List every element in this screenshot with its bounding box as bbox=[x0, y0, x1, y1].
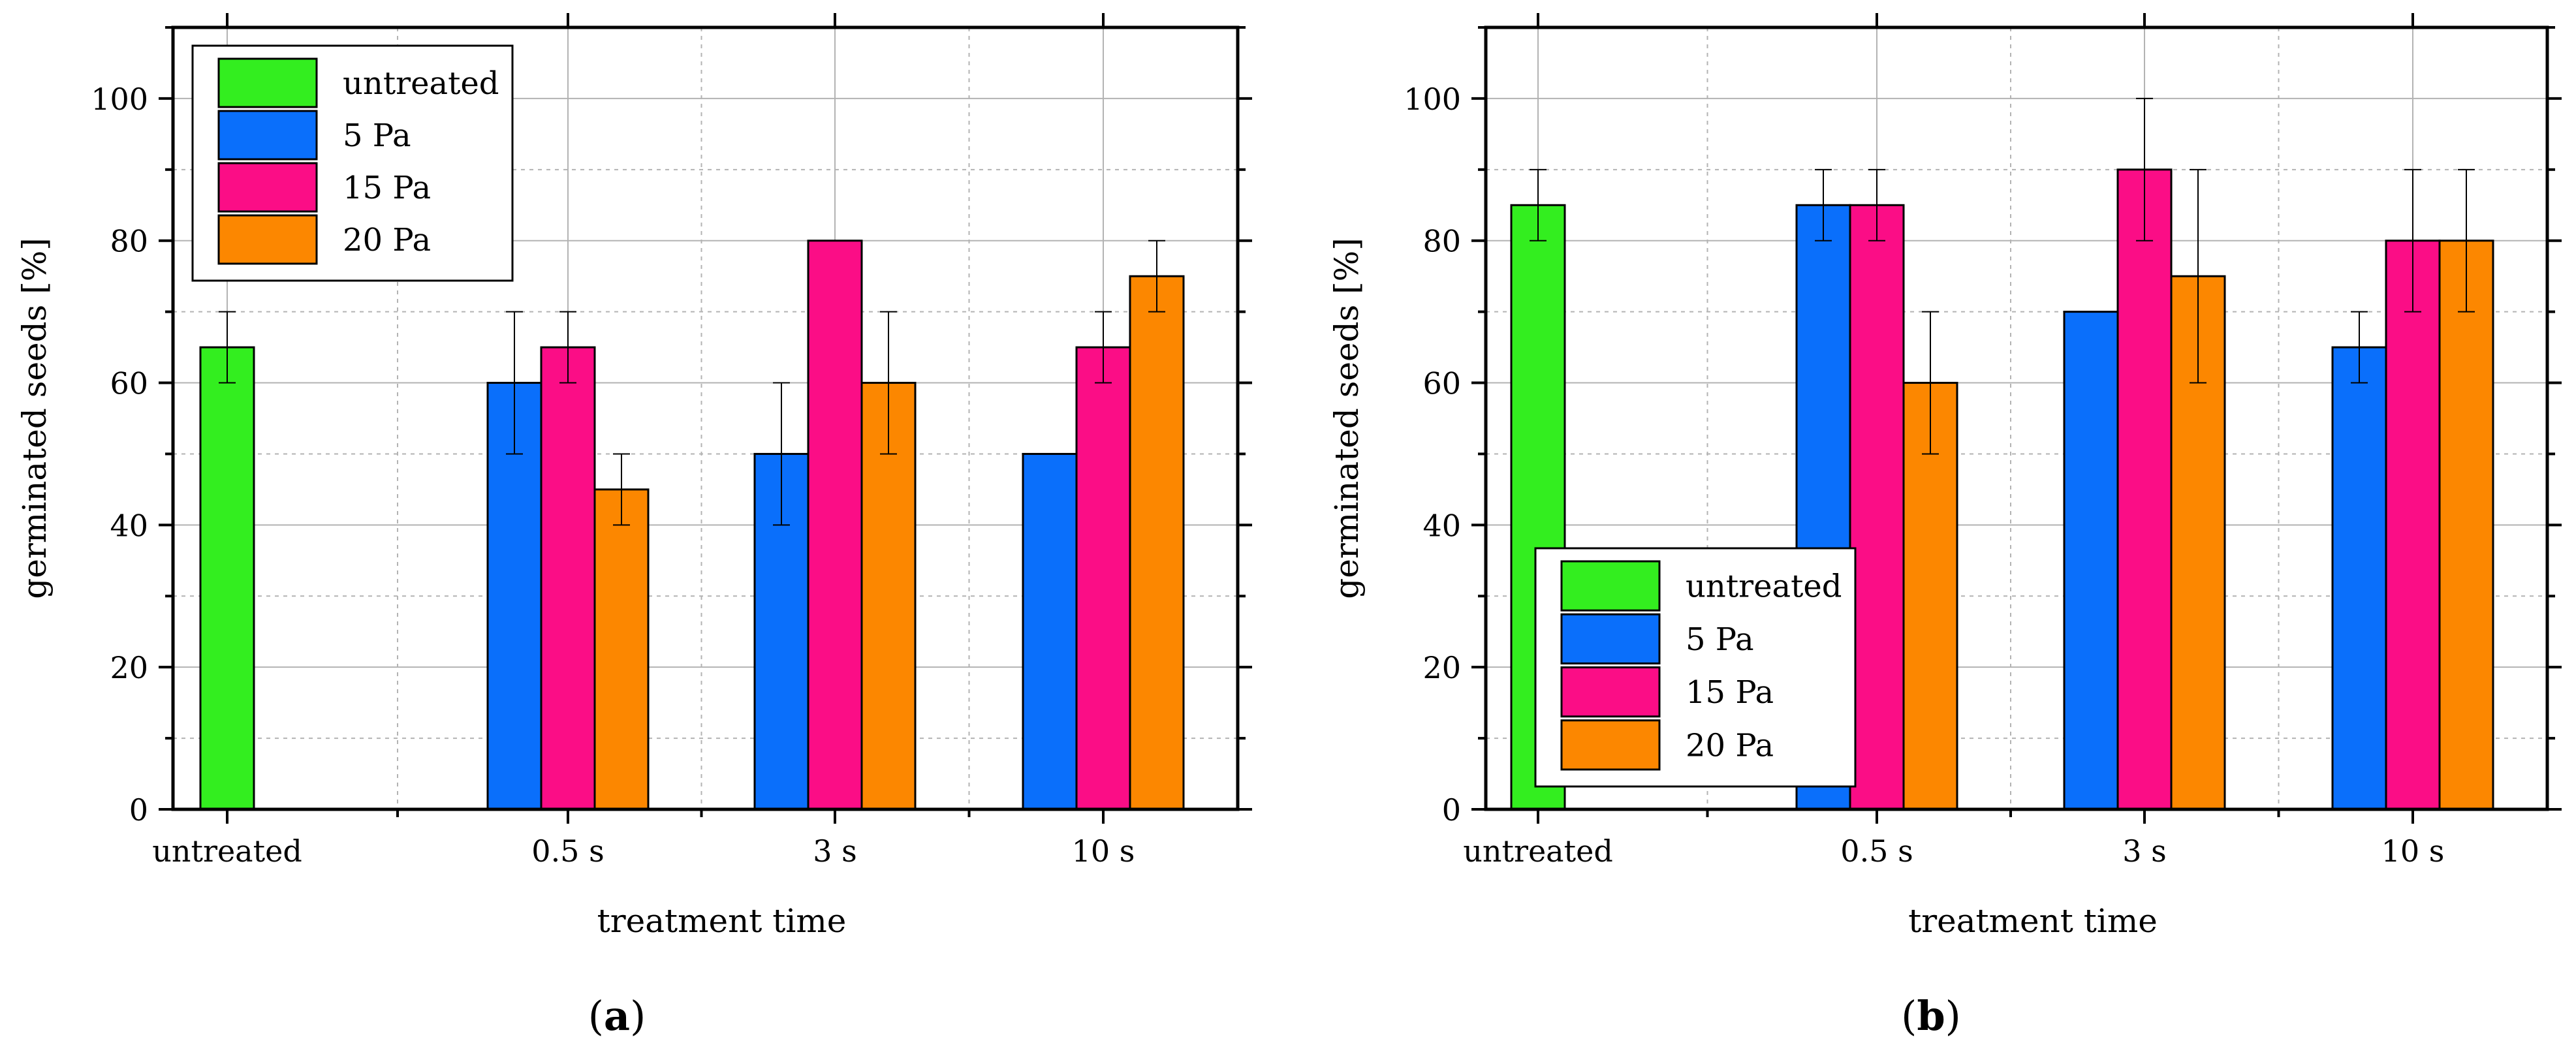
bar-10-s-15-Pa bbox=[1075, 346, 1131, 811]
x-tick-label: untreated bbox=[152, 833, 302, 869]
error-bar bbox=[1815, 168, 1832, 241]
legend-label-untreated: untreated bbox=[343, 65, 499, 102]
bar-3-s-15-Pa bbox=[2116, 168, 2173, 811]
plot-frame bbox=[171, 25, 1240, 811]
y-tick-label: 40 bbox=[1422, 508, 1461, 543]
legend-swatch-15-Pa bbox=[1560, 666, 1661, 718]
legend-swatch-5-Pa bbox=[217, 110, 318, 161]
legend-swatch-untreated bbox=[1560, 560, 1661, 612]
x-tick-label: 10 s bbox=[1072, 833, 1135, 869]
x-tick-label: 3 s bbox=[2122, 833, 2167, 869]
y-tick-label: 0 bbox=[1442, 792, 1461, 828]
bar-untreated-untreated bbox=[199, 346, 255, 811]
y-tick-label: 20 bbox=[1422, 650, 1461, 685]
bar-0-5-s-20-Pa bbox=[593, 488, 650, 811]
y-tick-label: 80 bbox=[110, 224, 148, 259]
legend: untreated 5 Pa 15 Pa 20 Pa bbox=[191, 44, 514, 282]
x-tick-label: 3 s bbox=[813, 833, 857, 869]
panel-label-letter: a bbox=[604, 992, 630, 1040]
y-tick-label: 80 bbox=[1422, 224, 1461, 259]
x-axis: untreated 0.5 s 3 s 10 s bbox=[1463, 13, 2444, 869]
y-axis-label: germinated seeds [%] bbox=[1328, 238, 1366, 599]
chart-panel-a: 0 20 40 60 80 100 untreated 0.5 s 3 s 10 s treatme… bbox=[16, 13, 1252, 1040]
legend: untreated 5 Pa 15 Pa 20 Pa bbox=[1534, 547, 1857, 788]
error-bar bbox=[2458, 168, 2475, 313]
bar-10-s-5-Pa bbox=[1022, 452, 1078, 811]
bar-0-5-s-15-Pa bbox=[1849, 204, 1905, 811]
error-bar bbox=[613, 453, 630, 526]
legend-label-20-Pa: 20 Pa bbox=[1686, 727, 1774, 764]
error-bar bbox=[1095, 311, 1112, 384]
x-tick-label: 0.5 s bbox=[1840, 833, 1913, 869]
x-tick-label: untreated bbox=[1463, 833, 1613, 869]
legend-swatch-20-Pa bbox=[217, 214, 318, 265]
panel-label: (a) bbox=[588, 992, 646, 1040]
legend-label-untreated: untreated bbox=[1686, 568, 1842, 605]
error-bar bbox=[2190, 168, 2207, 384]
y-tick-label: 100 bbox=[1404, 82, 1461, 117]
bar-10-s-20-Pa bbox=[2438, 240, 2494, 811]
legend-swatch-15-Pa bbox=[217, 162, 318, 213]
bar-10-s-15-Pa bbox=[2385, 240, 2441, 811]
panel-label-letter: b bbox=[1917, 992, 1945, 1040]
x-axis: untreated 0.5 s 3 s 10 s bbox=[152, 13, 1135, 869]
error-bar bbox=[2136, 97, 2153, 241]
y-tick-label: 60 bbox=[1422, 366, 1461, 401]
error-bar bbox=[1530, 168, 1547, 241]
error-bar bbox=[559, 311, 576, 384]
y-tick-label: 20 bbox=[110, 650, 148, 685]
panel-label-open-paren: ( bbox=[1901, 992, 1917, 1040]
bar-10-s-20-Pa bbox=[1129, 275, 1185, 811]
error-bar bbox=[2404, 168, 2421, 313]
panel-label-close-paren: ) bbox=[630, 992, 646, 1040]
error-bar bbox=[880, 311, 897, 455]
y-tick-label: 0 bbox=[129, 792, 148, 828]
bar-10-s-5-Pa bbox=[2331, 346, 2387, 811]
error-bar bbox=[773, 382, 790, 526]
legend-label-20-Pa: 20 Pa bbox=[343, 222, 431, 258]
legend-swatch-20-Pa bbox=[1560, 719, 1661, 771]
error-bar bbox=[506, 311, 523, 455]
legend-label-5-Pa: 5 Pa bbox=[1686, 621, 1754, 658]
panel-label: (b) bbox=[1901, 992, 1961, 1040]
x-axis-label: treatment time bbox=[1908, 902, 2158, 940]
legend-label-15-Pa: 15 Pa bbox=[343, 170, 431, 206]
chart-panel-b: 0 20 40 60 80 100 untreated 0.5 s 3 s 10 s treatme… bbox=[1328, 13, 2562, 1040]
y-tick-label: 60 bbox=[110, 366, 148, 401]
panel-label-open-paren: ( bbox=[588, 992, 604, 1040]
y-axis-label: germinated seeds [%] bbox=[16, 238, 54, 599]
legend-label-5-Pa: 5 Pa bbox=[343, 117, 411, 154]
error-bar bbox=[1148, 240, 1165, 313]
legend-swatch-5-Pa bbox=[1560, 613, 1661, 664]
error-bar bbox=[1868, 168, 1885, 241]
bar-3-s-15-Pa bbox=[807, 240, 863, 811]
y-axis: 0 20 40 60 80 100 bbox=[91, 26, 1252, 828]
legend-label-15-Pa: 15 Pa bbox=[1686, 674, 1774, 711]
y-axis: 0 20 40 60 80 100 bbox=[1404, 26, 2562, 828]
bar-0-5-s-15-Pa bbox=[540, 346, 596, 811]
x-tick-label: 10 s bbox=[2381, 833, 2445, 869]
plot-frame bbox=[1484, 25, 2549, 811]
x-tick-label: 0.5 s bbox=[531, 833, 604, 869]
error-bar bbox=[1922, 311, 1939, 455]
error-bar bbox=[2351, 311, 2368, 384]
panel-label-close-paren: ) bbox=[1945, 992, 1961, 1040]
error-bar bbox=[219, 311, 236, 384]
bars bbox=[199, 240, 1185, 811]
bar-3-s-5-Pa bbox=[2063, 311, 2119, 811]
legend-swatch-untreated bbox=[217, 57, 318, 108]
y-tick-label: 100 bbox=[91, 82, 148, 117]
y-tick-label: 40 bbox=[110, 508, 148, 543]
x-axis-label: treatment time bbox=[597, 902, 847, 940]
